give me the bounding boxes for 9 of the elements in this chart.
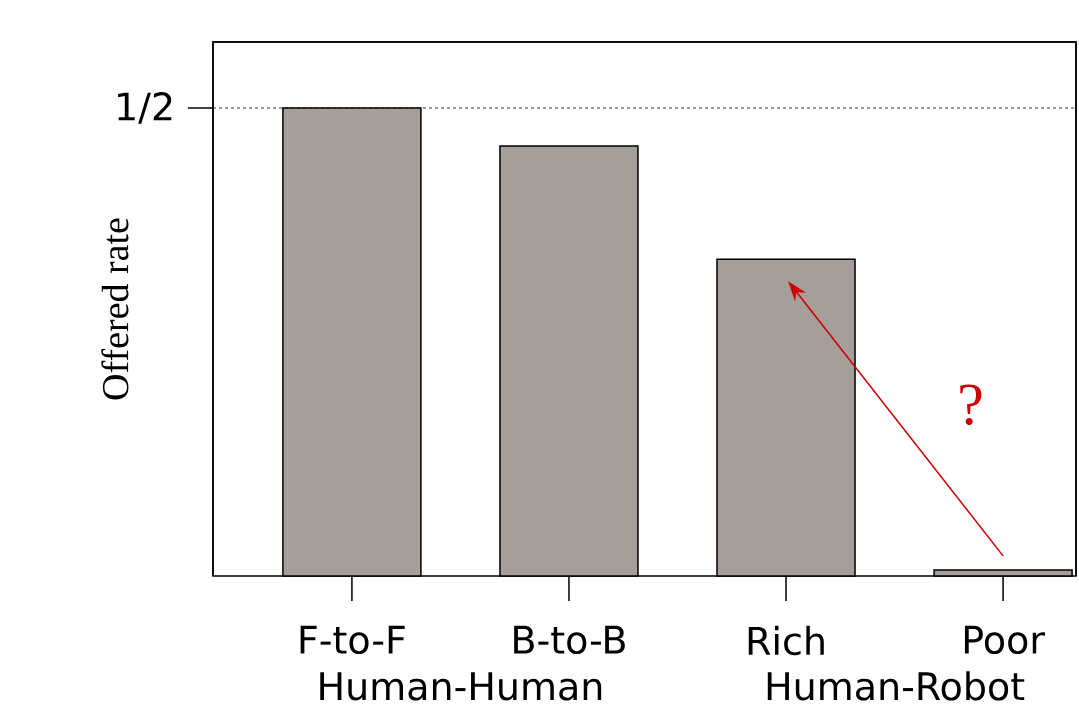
y-axis-title: Offered rate bbox=[101, 218, 129, 400]
text: Human-Human bbox=[320, 672, 602, 701]
x-tick-label: F-to-F bbox=[300, 625, 405, 655]
text: Human-Robot bbox=[767, 671, 1025, 701]
x-tick-label: Poor bbox=[964, 625, 1045, 655]
ref-line-label: 1/2 bbox=[118, 92, 172, 124]
x-tick-label: B-to-B bbox=[514, 625, 625, 655]
annotation: ? bbox=[960, 384, 982, 426]
x-tick-label: Rich bbox=[748, 625, 824, 656]
